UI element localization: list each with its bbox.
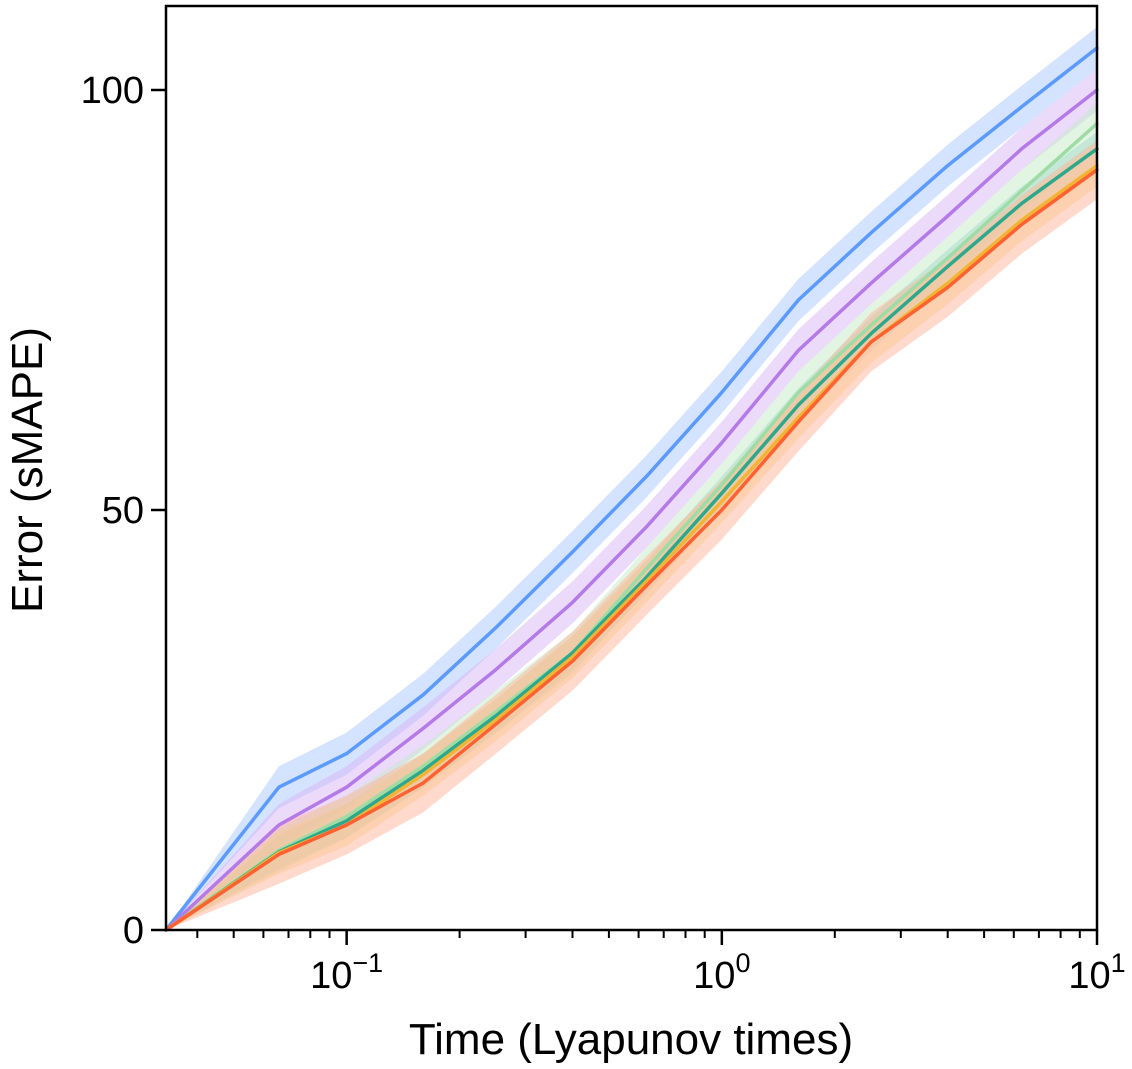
series-4-line [164,147,1099,932]
x-tick-label: 100 [693,948,750,997]
series-6-line [164,168,1099,932]
x-tick-label: 101 [1068,948,1125,997]
confidence-bands [166,27,1097,931]
series-1-band [166,27,1097,930]
series-1-line [164,46,1099,932]
plot-frame [164,4,1099,932]
y-axis: 0 50 100 [81,70,166,952]
series-3-line [164,121,1099,932]
y-tick-label: 100 [81,70,144,112]
y-axis-title: Error (sMAPE) [3,327,52,613]
series-6-band [166,140,1097,930]
series-2-band [166,69,1097,930]
y-tick-label: 50 [102,490,144,532]
y-tick-label: 0 [123,910,144,952]
x-axis-title: Time (Lyapunov times) [409,1015,853,1064]
series-lines [164,46,1099,932]
series-2-line [164,88,1099,932]
x-axis: 10−1 100 101 [196,930,1126,997]
x-tick-label: 10−1 [310,948,383,997]
